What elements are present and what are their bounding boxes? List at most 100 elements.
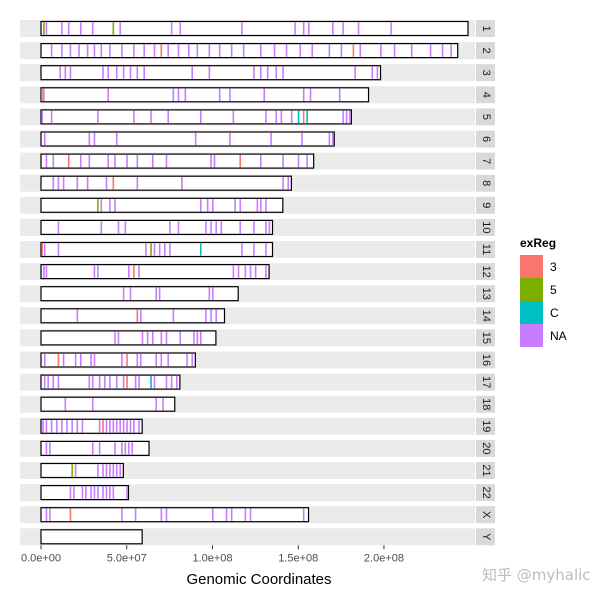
region-mark-2-3 xyxy=(78,44,80,57)
region-mark-5-7 xyxy=(232,110,235,124)
region-mark-11-3 xyxy=(145,243,147,256)
region-mark-1-9 xyxy=(179,22,182,35)
region-mark-14-0 xyxy=(76,309,79,322)
region-mark-11-1 xyxy=(43,243,46,256)
region-mark-9-8 xyxy=(239,199,242,212)
region-mark-12-1 xyxy=(45,265,48,278)
region-mark-21-3 xyxy=(102,464,104,477)
region-mark-21-2 xyxy=(97,464,99,477)
region-mark-11-10 xyxy=(241,243,243,256)
region-mark-5-2 xyxy=(97,110,99,124)
region-mark-4-1 xyxy=(43,88,45,101)
region-mark-4-11 xyxy=(338,88,341,101)
region-mark-20-4 xyxy=(114,442,116,455)
region-mark-7-14 xyxy=(260,154,262,168)
legend-label-NA: NA xyxy=(550,329,567,343)
region-mark-2-8 xyxy=(121,44,123,57)
region-mark-1-3 xyxy=(67,22,70,35)
region-mark-7-12 xyxy=(213,154,216,168)
chromosome-bar-4 xyxy=(40,87,370,103)
region-mark-5-17 xyxy=(349,110,351,124)
region-mark-15-0 xyxy=(114,331,116,345)
region-mark-2-7 xyxy=(109,44,111,57)
region-mark-1-13 xyxy=(308,22,310,35)
region-mark-19-14 xyxy=(115,420,118,433)
facet-strip-label-19: 19 xyxy=(480,420,492,432)
region-mark-11-11 xyxy=(253,243,255,256)
region-mark-5-6 xyxy=(199,110,202,124)
region-mark-16-6 xyxy=(93,353,96,367)
region-mark-19-3 xyxy=(55,420,58,433)
region-mark-1-10 xyxy=(241,22,243,35)
region-mark-9-10 xyxy=(260,199,262,212)
region-mark-22-8 xyxy=(105,486,108,499)
region-mark-12-6 xyxy=(138,265,140,278)
panel-background-22 xyxy=(20,484,475,502)
region-mark-11-2 xyxy=(57,243,60,256)
region-mark-11-12 xyxy=(265,243,267,256)
region-mark-10-4 xyxy=(169,221,171,234)
region-mark-3-12 xyxy=(253,66,255,79)
x-axis: 0.0e+00 5.0e+07 1.0e+08 1.5e+08 2.0e+08 xyxy=(21,545,404,564)
facet-strip-label-9: 9 xyxy=(480,202,492,208)
region-mark-19-9 xyxy=(98,420,101,433)
region-mark-X-9 xyxy=(230,508,233,521)
x-tick-label-4: 2.0e+08 xyxy=(364,552,404,564)
facet-strip-10 xyxy=(476,218,495,236)
facet-strip-label-10: 10 xyxy=(480,221,492,233)
region-mark-11-6 xyxy=(158,243,161,256)
facet-strip-21 xyxy=(476,462,495,479)
region-mark-3-10 xyxy=(191,66,194,79)
region-mark-X-2 xyxy=(69,508,72,521)
region-mark-2-30 xyxy=(380,44,382,57)
region-mark-16-7 xyxy=(121,353,123,367)
region-mark-22-2 xyxy=(81,486,84,499)
region-mark-1-5 xyxy=(91,22,94,35)
facet-strip-label-7: 7 xyxy=(480,158,492,164)
region-mark-8-7 xyxy=(136,177,139,190)
region-mark-10-0 xyxy=(57,221,60,234)
region-mark-19-11 xyxy=(105,420,108,433)
region-mark-17-13 xyxy=(138,375,140,389)
panel-background-21 xyxy=(20,462,475,479)
region-mark-5-5 xyxy=(167,110,169,124)
region-mark-21-5 xyxy=(109,464,111,477)
region-mark-5-1 xyxy=(50,110,53,124)
region-mark-6-2 xyxy=(93,132,96,146)
region-mark-3-15 xyxy=(275,66,278,79)
region-mark-17-6 xyxy=(98,375,101,389)
region-mark-16-9 xyxy=(136,353,139,367)
region-mark-9-9 xyxy=(256,199,259,212)
region-mark-5-13 xyxy=(302,110,305,124)
region-mark-5-8 xyxy=(265,110,267,124)
region-mark-2-11 xyxy=(153,44,156,57)
region-mark-21-0 xyxy=(71,464,73,477)
region-mark-5-0 xyxy=(41,110,43,124)
region-mark-5-11 xyxy=(290,110,293,124)
region-mark-12-5 xyxy=(133,265,135,278)
region-mark-1-15 xyxy=(342,22,344,35)
region-mark-15-4 xyxy=(151,331,154,345)
region-mark-17-1 xyxy=(47,375,49,389)
region-mark-2-4 xyxy=(86,44,89,57)
region-mark-19-8 xyxy=(81,420,84,433)
legend-key-C xyxy=(520,301,543,324)
region-mark-5-14 xyxy=(306,110,308,124)
region-mark-X-11 xyxy=(249,508,252,521)
region-mark-19-17 xyxy=(126,420,128,433)
region-mark-2-12 xyxy=(160,44,163,57)
region-mark-15-8 xyxy=(193,331,195,345)
region-mark-1-4 xyxy=(79,22,82,35)
chromosome-bar-22 xyxy=(40,485,130,501)
chromosome-bar-6 xyxy=(40,131,335,147)
region-mark-13-2 xyxy=(155,287,157,300)
region-marks xyxy=(41,22,452,521)
region-mark-11-5 xyxy=(153,243,156,256)
region-mark-5-9 xyxy=(275,110,278,124)
region-mark-1-7 xyxy=(119,22,121,35)
region-mark-2-24 xyxy=(299,44,302,57)
region-mark-6-1 xyxy=(88,132,91,146)
region-mark-18-3 xyxy=(162,398,164,411)
region-mark-10-11 xyxy=(253,221,255,234)
